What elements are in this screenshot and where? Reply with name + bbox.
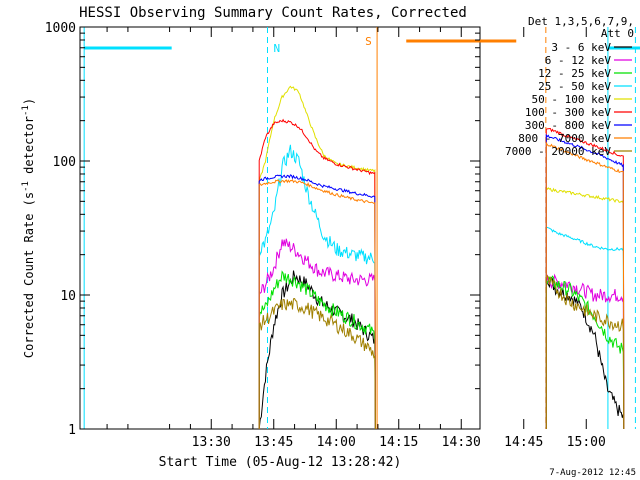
y-tick-label: 1: [68, 423, 76, 438]
legend-label: 25 - 50 keV: [538, 80, 611, 93]
series-line-1-seg2: [545, 276, 625, 430]
y-axis-ticks: 1 10 100 1000: [45, 21, 480, 438]
series-line-6-seg2: [545, 127, 625, 430]
legend-header-line1: Det 1,3,5,6,7,9,: [528, 15, 634, 28]
series-line-2-seg1: [258, 238, 376, 430]
y-axis-label-part2: detector: [22, 116, 36, 181]
legend-label: 12 - 25 keV: [538, 67, 611, 80]
legend-label: 50 - 100 keV: [532, 93, 612, 106]
series-line-6-seg1: [258, 118, 376, 430]
legend-label: 100 - 300 keV: [525, 106, 611, 119]
y-axis-label: Corrected Count Rate (s-1 detector-1): [21, 98, 36, 358]
saa-marker-label: S: [365, 35, 372, 48]
y-axis-label-sup2: -1: [21, 105, 31, 116]
series-line-7-seg1: [258, 174, 376, 430]
series-lines: [258, 85, 625, 430]
y-axis-label-part1: Corrected Count Rate (s: [22, 192, 36, 358]
legend-label: 3 - 6 keV: [551, 41, 611, 54]
x-tick-label: 13:30: [192, 435, 231, 450]
chart-title: HESSI Observing Summary Count Rates, Cor…: [79, 5, 467, 21]
x-tick-label: 14:45: [504, 435, 543, 450]
x-tick-label: 14:15: [379, 435, 418, 450]
series-line-9-seg2: [545, 274, 625, 430]
plot-frame: [79, 26, 481, 430]
legend-label: 6 - 12 keV: [545, 54, 612, 67]
x-tick-label: 14:30: [442, 435, 481, 450]
series-line-8-seg2: [545, 141, 625, 430]
y-axis-label-sup1: -1: [21, 181, 31, 192]
night-marker-label: N: [274, 42, 281, 55]
legend-label: 300 - 800 keV: [525, 119, 611, 132]
series-line-7-seg2: [545, 133, 625, 430]
series-line-9-seg1: [258, 298, 376, 430]
series-line-5-seg2: [545, 185, 625, 430]
series-line-1-seg1: [258, 270, 376, 430]
series-line-2-seg2: [545, 273, 625, 430]
series-line-3-seg2: [545, 275, 625, 430]
series-line-3-seg1: [258, 270, 376, 430]
legend-label: 800 - 7000 keV: [518, 132, 611, 145]
x-axis-ticks: 13:30 13:45 14:00 14:15 14:30 14:45 15:00: [106, 27, 606, 450]
x-tick-label: 13:45: [254, 435, 293, 450]
y-tick-label: 1000: [45, 21, 76, 36]
timestamp: 7-Aug-2012 12:45: [549, 468, 636, 478]
y-tick-label: 100: [53, 155, 76, 170]
x-tick-label: 15:00: [567, 435, 606, 450]
series-line-8-seg1: [258, 179, 376, 430]
x-axis-label: Start Time (05-Aug-12 13:28:42): [159, 455, 402, 470]
y-tick-label: 10: [60, 289, 76, 304]
y-axis-label-part3: ): [22, 98, 36, 105]
series-line-4-seg1: [258, 144, 376, 430]
legend-header-line2: Att 0: [601, 27, 634, 40]
legend-label: 7000 - 20000 keV: [505, 145, 611, 158]
x-tick-label: 14:00: [317, 435, 356, 450]
series-line-4-seg2: [545, 226, 625, 430]
